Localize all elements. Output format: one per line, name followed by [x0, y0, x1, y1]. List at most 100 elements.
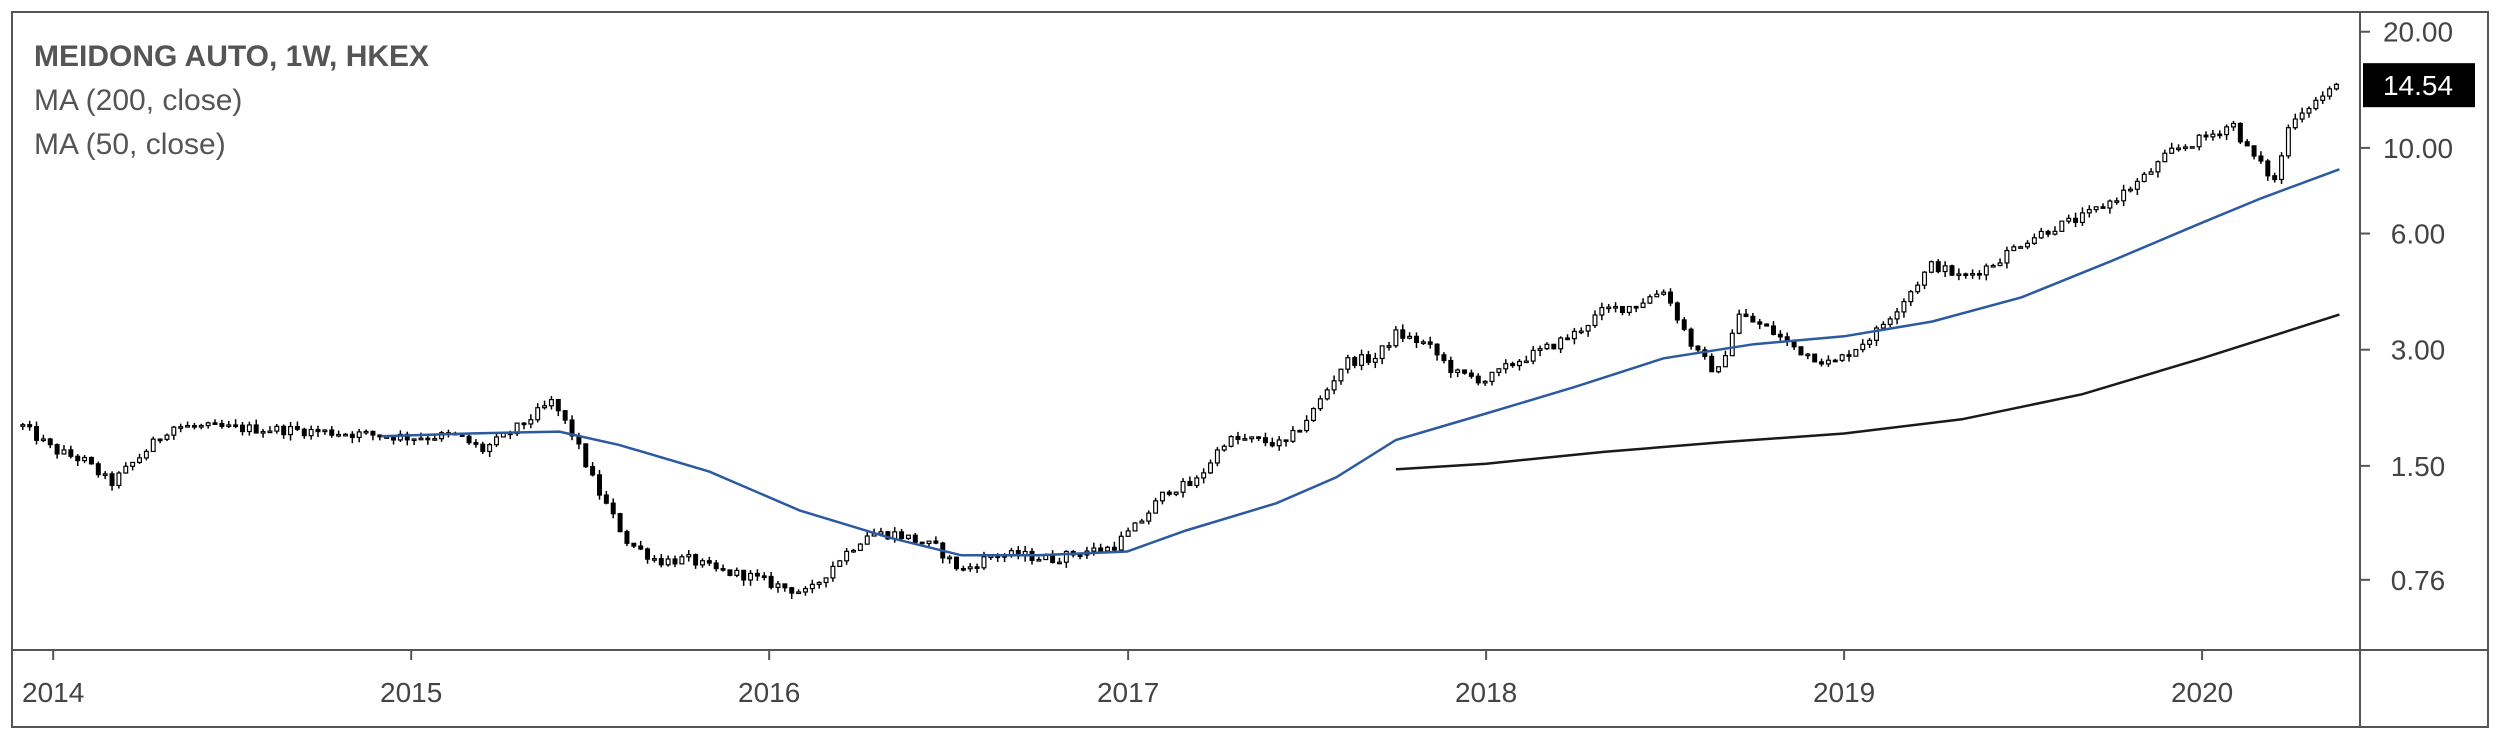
candle-body — [823, 577, 829, 584]
candle-body — [2327, 88, 2333, 97]
candle-body — [1283, 439, 1289, 443]
candle — [480, 441, 486, 455]
candle — [2189, 146, 2195, 149]
candle — [288, 421, 294, 441]
candle-body — [2217, 133, 2223, 137]
candle-body — [198, 424, 204, 428]
candle-body — [2244, 141, 2250, 147]
candle — [679, 554, 685, 565]
candle — [2279, 152, 2285, 184]
candle-body — [143, 450, 149, 459]
candle — [1146, 510, 1152, 525]
candle — [727, 569, 733, 577]
candle — [473, 439, 479, 448]
candle — [1228, 435, 1234, 448]
candle-body — [1365, 354, 1371, 363]
candle — [1901, 298, 1907, 318]
candle-body — [1482, 380, 1488, 384]
candle — [308, 425, 314, 440]
candle — [1166, 490, 1172, 497]
legend: MEIDONG AUTO, 1W, HKEX MA (200, close) M… — [34, 40, 429, 161]
candle — [1908, 290, 1914, 307]
candle-body — [1551, 343, 1557, 350]
candle — [1578, 327, 1584, 335]
candle — [1626, 305, 1632, 316]
candle — [2251, 145, 2257, 160]
candle — [336, 430, 342, 438]
candle-body — [1036, 558, 1042, 562]
candle-body — [288, 425, 294, 436]
y-tick-label: 6.00 — [2391, 219, 2446, 250]
candle — [754, 569, 760, 581]
candle — [1819, 358, 1825, 367]
candle-body — [2258, 155, 2264, 162]
candle — [672, 555, 678, 568]
candle — [1290, 426, 1296, 444]
candle-body — [1894, 311, 1900, 320]
candle — [555, 398, 561, 417]
candle-body — [191, 425, 197, 428]
candle — [823, 577, 829, 588]
candle-body — [816, 581, 822, 585]
candle — [2327, 86, 2333, 100]
candle — [1887, 316, 1893, 328]
candle-body — [1125, 530, 1131, 537]
candle — [2100, 203, 2106, 209]
candle — [1757, 319, 1763, 330]
candle-body — [1139, 520, 1145, 524]
candle-body — [1475, 375, 1481, 384]
candle — [198, 423, 204, 430]
candle-body — [2320, 95, 2326, 101]
candle — [2196, 134, 2202, 151]
candle-body — [1860, 343, 1866, 351]
candle — [954, 556, 959, 571]
candle — [1832, 358, 1838, 363]
candle-body — [75, 455, 81, 462]
candle — [528, 414, 534, 429]
candle — [75, 454, 81, 467]
candle — [1867, 337, 1873, 349]
candle — [1619, 305, 1625, 316]
candle-body — [1208, 462, 1214, 474]
candle-body — [1400, 329, 1406, 339]
candle-body — [1757, 321, 1763, 325]
candle — [857, 543, 863, 552]
candle — [1489, 371, 1495, 386]
candle — [1585, 324, 1591, 337]
candle-body — [212, 422, 218, 425]
candle — [1311, 407, 1316, 423]
candle-body — [1386, 345, 1392, 348]
candle — [1812, 353, 1818, 363]
candle — [1997, 258, 2003, 267]
candle — [294, 421, 300, 432]
candle — [1269, 437, 1275, 448]
candle-body — [672, 558, 678, 565]
candle — [2292, 113, 2298, 130]
candle-body — [1613, 305, 1619, 309]
candle-body — [1530, 349, 1536, 362]
candle — [1345, 354, 1351, 374]
candle — [638, 540, 644, 551]
candle — [1359, 349, 1365, 371]
candle-body — [2045, 230, 2051, 235]
candle-body — [796, 591, 802, 595]
candle — [1297, 429, 1303, 433]
candle — [2210, 129, 2216, 141]
candle-body — [370, 430, 376, 436]
y-tick-label: 0.76 — [2391, 565, 2446, 596]
candle — [239, 421, 245, 436]
candle-body — [116, 472, 122, 486]
candle — [1922, 271, 1928, 290]
candle-body — [535, 407, 541, 421]
candle-body — [1599, 306, 1605, 316]
candle-body — [583, 443, 589, 468]
plot-frame — [11, 11, 2489, 728]
candle-body — [1393, 329, 1399, 347]
candle-body — [1050, 554, 1056, 564]
candle — [562, 410, 568, 424]
candle — [651, 554, 657, 563]
candle — [1379, 345, 1385, 365]
candle — [116, 471, 122, 489]
candle-body — [1915, 284, 1921, 293]
candle-body — [693, 554, 699, 566]
